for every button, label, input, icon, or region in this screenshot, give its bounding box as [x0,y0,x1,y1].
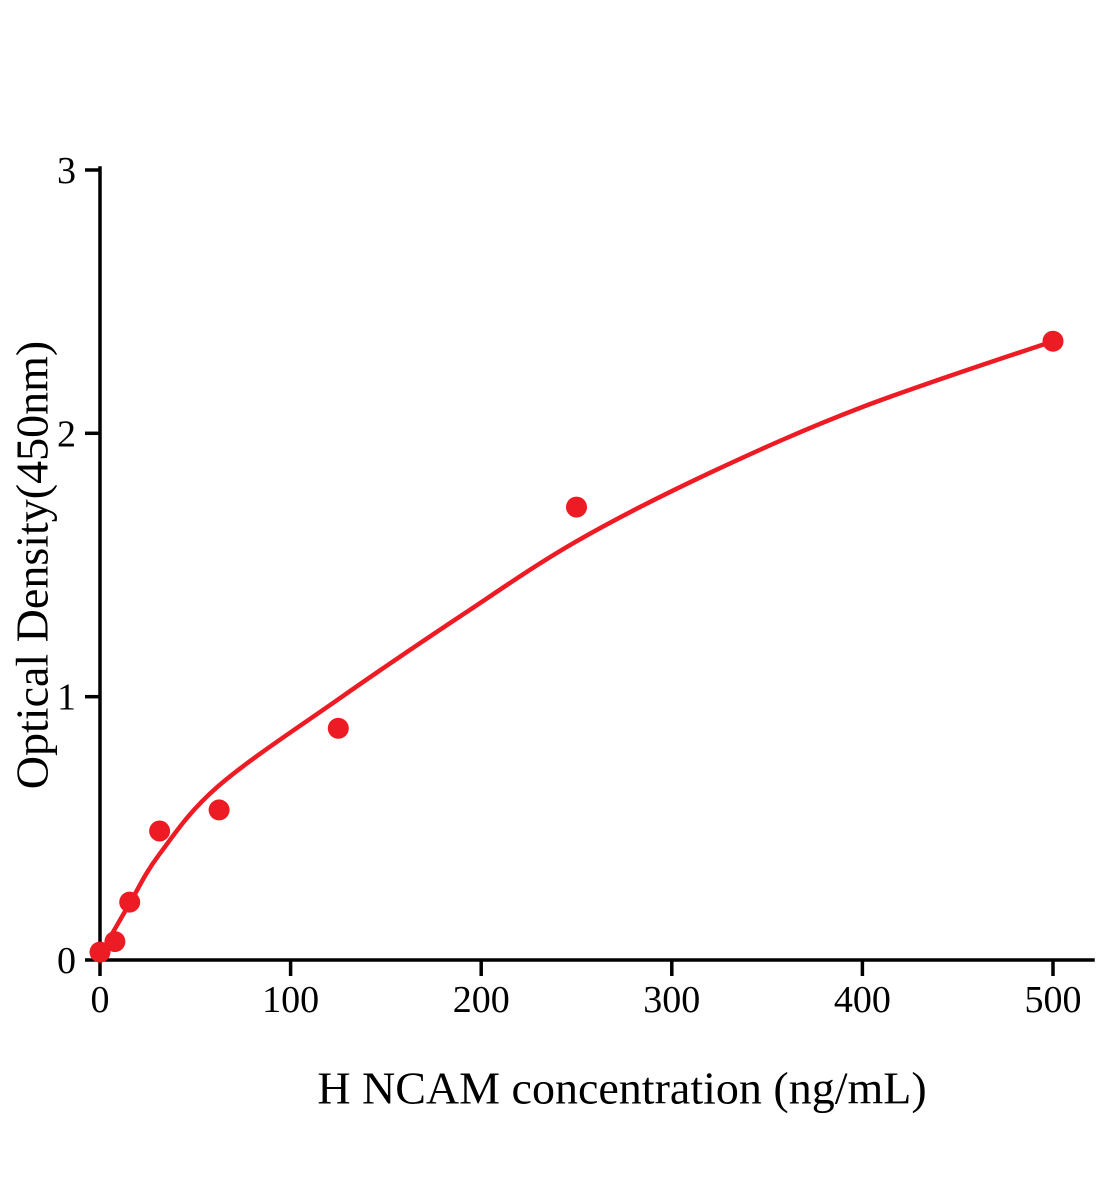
y-tick-label: 3 [57,150,76,192]
x-tick-label: 0 [91,979,110,1021]
data-point [1042,330,1064,352]
data-point [208,799,230,821]
data-point [119,891,141,913]
data-point [149,820,171,842]
y-tick-label: 1 [57,677,76,719]
y-tick-label: 2 [57,413,76,455]
y-axis-title: Optical Density(450nm) [6,340,58,790]
data-point [89,941,111,963]
x-tick-label: 500 [1025,979,1082,1021]
data-point [566,496,587,518]
axis-spine [98,166,1095,962]
fitted-curve [97,338,1056,957]
x-axis-title: H NCAM concentration (ng/mL) [317,1062,927,1114]
y-tick-label: 0 [57,940,76,982]
data-point [327,717,349,739]
x-tick-label: 200 [453,979,510,1021]
x-tick-label: 100 [262,979,319,1021]
x-tick-label: 400 [834,979,891,1021]
data-point [104,931,126,953]
x-tick-label: 300 [643,979,700,1021]
